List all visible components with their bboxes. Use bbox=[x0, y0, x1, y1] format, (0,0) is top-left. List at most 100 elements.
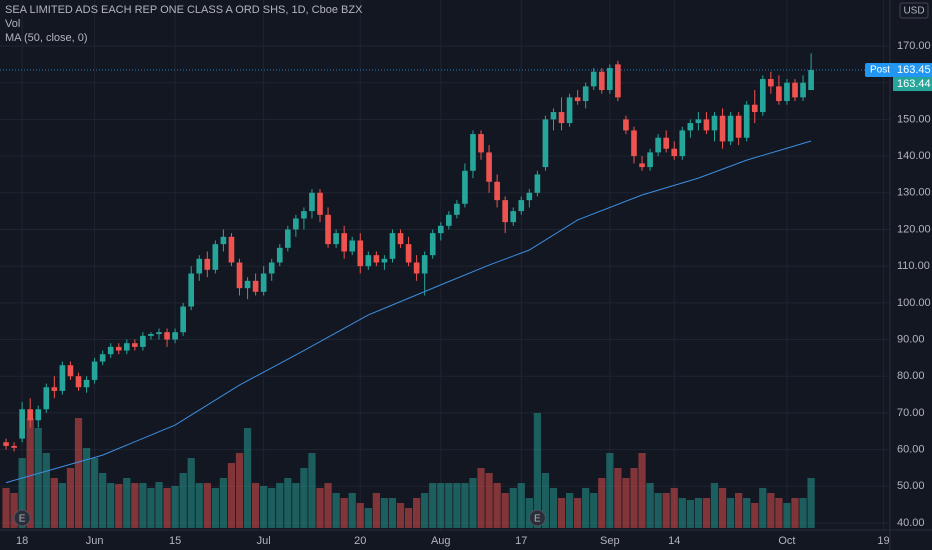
volume-bar bbox=[26, 418, 34, 528]
candle-body bbox=[341, 233, 347, 252]
volume-bar bbox=[99, 473, 107, 528]
volume-bar bbox=[606, 453, 614, 528]
candle-body bbox=[115, 346, 122, 351]
candle-body bbox=[373, 255, 380, 263]
y-tick-label: 90.00 bbox=[897, 333, 925, 345]
volume-bar bbox=[654, 493, 662, 528]
candle-body bbox=[180, 306, 186, 333]
candle-body bbox=[558, 112, 565, 124]
volume-bar bbox=[243, 428, 252, 528]
volume-bar bbox=[364, 508, 372, 528]
candle-body bbox=[220, 236, 227, 245]
last-price-box bbox=[893, 63, 932, 78]
post-label: Post bbox=[870, 65, 890, 76]
volume-bar bbox=[308, 453, 316, 528]
volume-bar bbox=[187, 458, 195, 528]
candle-body bbox=[510, 211, 517, 223]
candle-body bbox=[293, 218, 299, 230]
volume-bar bbox=[66, 468, 75, 528]
candle-body bbox=[663, 137, 670, 149]
candle-body bbox=[35, 409, 42, 421]
volume-bar bbox=[574, 498, 582, 528]
volume-bar bbox=[622, 478, 630, 528]
candle-body bbox=[743, 104, 750, 138]
currency-box[interactable] bbox=[899, 2, 929, 19]
candle-body bbox=[421, 255, 428, 274]
candle-body bbox=[3, 442, 9, 446]
candle-body bbox=[107, 346, 114, 355]
volume-bar bbox=[107, 483, 115, 528]
volume-bar bbox=[123, 478, 131, 528]
candle-body bbox=[462, 170, 468, 204]
volume-bar bbox=[139, 483, 147, 528]
candle-body bbox=[228, 236, 235, 263]
grid bbox=[0, 0, 890, 530]
post-price-box bbox=[893, 77, 932, 92]
volume-bar bbox=[404, 508, 413, 528]
x-tick-label: Sep bbox=[600, 535, 620, 547]
volume-bar bbox=[211, 488, 219, 528]
y-tick-label: 80.00 bbox=[897, 370, 925, 382]
candle-body bbox=[244, 280, 251, 289]
volume-bar bbox=[670, 488, 678, 528]
candle-body bbox=[268, 262, 275, 274]
volume-bar bbox=[203, 483, 211, 528]
candle-body bbox=[317, 192, 323, 215]
candle-body bbox=[502, 200, 508, 223]
volume-bar bbox=[638, 453, 646, 528]
candle-body bbox=[19, 409, 25, 439]
volume-bar bbox=[429, 483, 437, 528]
candle-body bbox=[534, 174, 541, 193]
volume-bar bbox=[767, 493, 775, 528]
volume-bar bbox=[678, 498, 686, 528]
candle-body bbox=[759, 79, 766, 113]
x-tick-label: Jul bbox=[257, 535, 271, 547]
volume-bar bbox=[751, 503, 759, 528]
currency[interactable]: USD bbox=[903, 6, 924, 17]
candle-body bbox=[365, 255, 372, 267]
candle-body bbox=[703, 119, 710, 131]
volume-bar bbox=[356, 503, 364, 528]
volume-bar bbox=[791, 498, 799, 528]
volume-bar bbox=[58, 483, 67, 528]
candle-body bbox=[486, 152, 492, 182]
volume-bar bbox=[445, 483, 453, 528]
volume-bar bbox=[726, 498, 735, 528]
candle-body bbox=[156, 332, 162, 335]
volume-bar bbox=[50, 478, 58, 528]
earnings-marker bbox=[528, 509, 546, 527]
candle-body bbox=[429, 233, 436, 256]
candle-body bbox=[735, 115, 742, 138]
volume-bar bbox=[396, 503, 405, 528]
volume-bar bbox=[485, 473, 493, 528]
price-layer bbox=[0, 53, 890, 484]
candle-body bbox=[574, 97, 581, 102]
volume-bar bbox=[598, 478, 606, 528]
volume-bar bbox=[82, 448, 91, 528]
volume-bar bbox=[348, 493, 356, 528]
candle-body bbox=[792, 82, 798, 98]
volume-bar bbox=[372, 493, 380, 528]
volume-bar bbox=[541, 473, 550, 528]
x-tick-label: 17 bbox=[515, 535, 527, 547]
candle-body bbox=[437, 225, 444, 234]
volume-bar bbox=[276, 483, 284, 528]
volume-bar bbox=[614, 468, 622, 528]
volume-bar bbox=[300, 468, 308, 528]
volume-bar bbox=[380, 498, 389, 528]
volume-bar bbox=[316, 488, 324, 528]
volume-bar bbox=[437, 483, 445, 528]
candle-body bbox=[11, 445, 17, 448]
post-price-label: 163.44 bbox=[897, 78, 931, 90]
volume-bar bbox=[171, 486, 179, 528]
volume-bar bbox=[686, 500, 694, 528]
candle-body bbox=[75, 376, 82, 388]
candle-body bbox=[655, 137, 661, 153]
candle-body bbox=[67, 365, 74, 377]
volume-bar bbox=[718, 488, 727, 528]
volume-bar bbox=[219, 478, 228, 528]
volume-bar bbox=[775, 498, 783, 528]
volume-bar bbox=[163, 488, 171, 528]
candle-body bbox=[276, 247, 283, 263]
earnings-marker bbox=[13, 509, 31, 527]
